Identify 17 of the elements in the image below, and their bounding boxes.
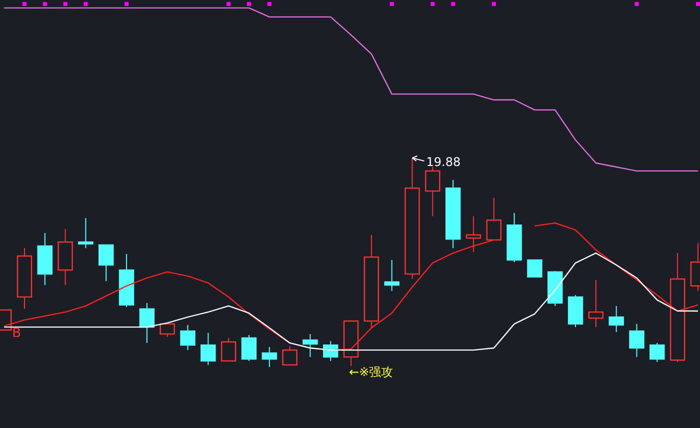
candlestick xyxy=(262,346,277,368)
candlestick xyxy=(445,179,461,249)
candlestick xyxy=(404,158,420,280)
candlestick xyxy=(384,259,400,292)
candlestick xyxy=(180,324,196,351)
candlestick xyxy=(302,333,318,358)
candlestick xyxy=(466,216,482,253)
candlestick xyxy=(588,280,604,328)
candlestick xyxy=(37,232,52,286)
candlestick xyxy=(629,323,644,358)
annotation: B xyxy=(12,326,22,341)
annotation: 19.88 xyxy=(426,155,461,169)
candlestick xyxy=(608,305,624,333)
annotation: ←※强攻 xyxy=(349,365,394,379)
candlestick xyxy=(139,302,155,344)
candlestick xyxy=(58,228,73,286)
candlestick xyxy=(16,248,32,310)
